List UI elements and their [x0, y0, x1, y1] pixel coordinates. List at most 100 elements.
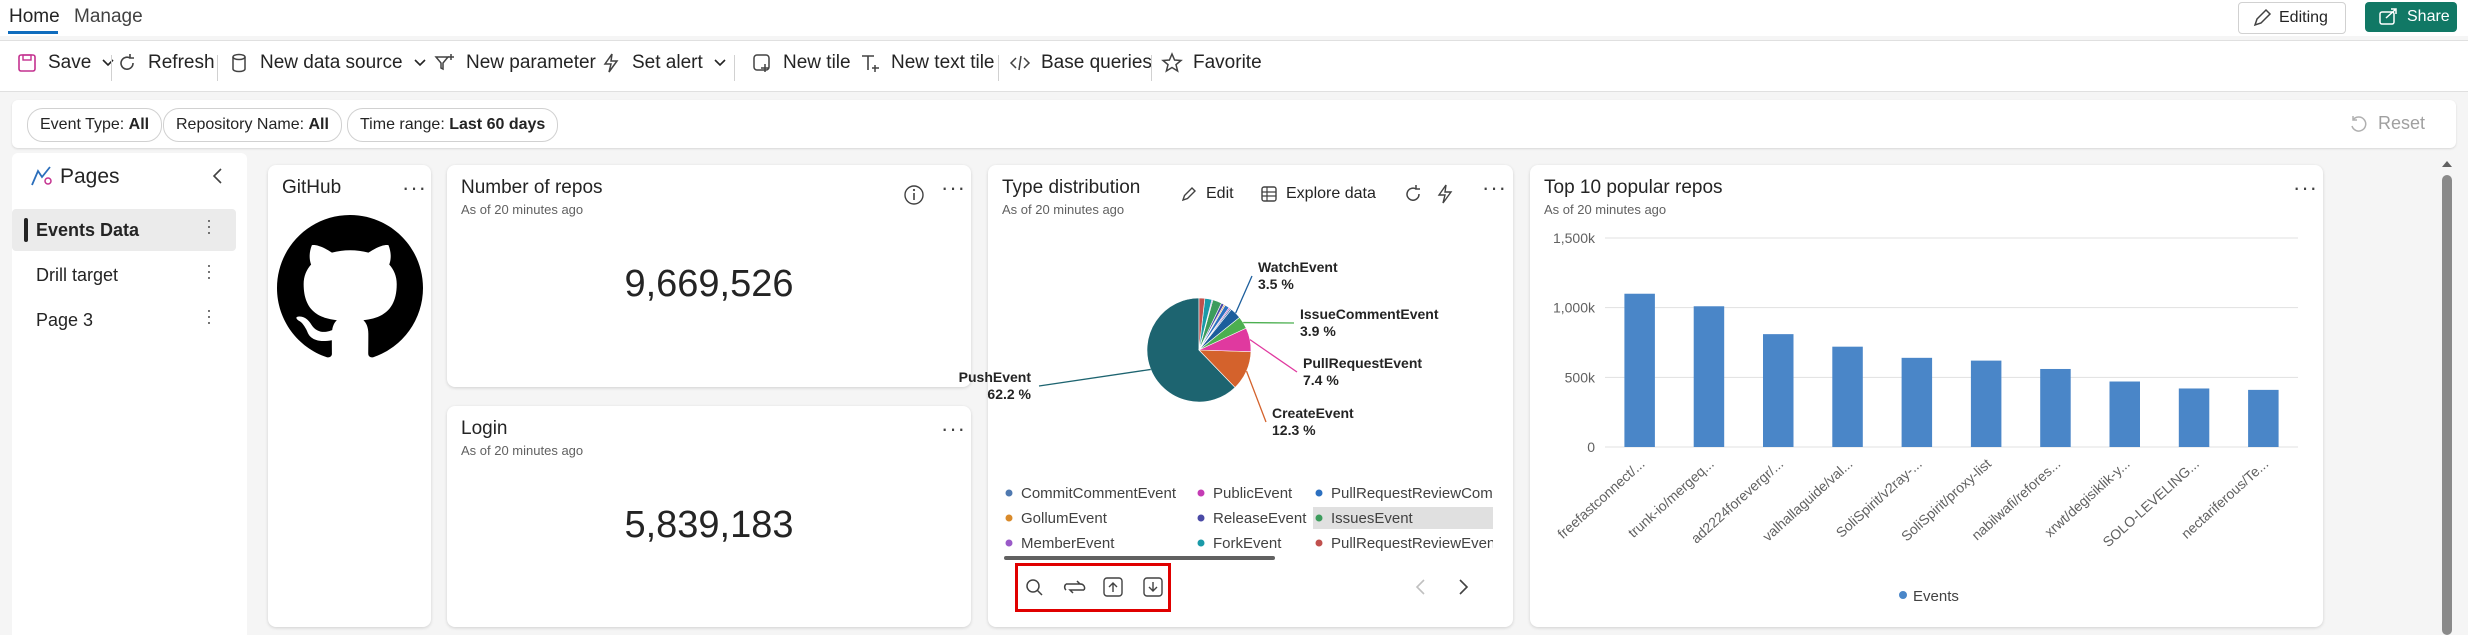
- refresh-button[interactable]: Refresh: [116, 52, 215, 74]
- share-icon: [2379, 8, 2397, 25]
- tab-home[interactable]: Home: [9, 6, 60, 27]
- info-icon[interactable]: [903, 184, 925, 206]
- set-alert-button[interactable]: Set alert: [600, 52, 735, 74]
- reset-label: Reset: [2378, 113, 2426, 133]
- star-icon: [1161, 52, 1183, 73]
- alert-icon[interactable]: [1435, 184, 1455, 204]
- page-label: Events Data: [36, 220, 140, 240]
- scroll-thumb: [2442, 175, 2452, 635]
- new-parameter-button[interactable]: New parameter: [434, 52, 596, 74]
- page-menu[interactable]: ···: [200, 263, 220, 281]
- chevron: [414, 59, 426, 67]
- pages-title: Pages: [60, 165, 120, 188]
- toolbar-label: Base queries: [1041, 52, 1152, 73]
- share-label: Share: [2407, 8, 2450, 25]
- filter-pill[interactable]: Time range: Last 60 days: [347, 108, 559, 142]
- filter-pill[interactable]: Repository Name: All: [163, 108, 342, 142]
- github-tile: GitHub ···: [268, 165, 431, 627]
- text-icon: [862, 55, 879, 72]
- alert-icon: [603, 53, 619, 73]
- scrollbar[interactable]: [2438, 153, 2456, 635]
- tab-manage[interactable]: Manage: [74, 6, 143, 27]
- toolbar-label: Set alert: [632, 52, 703, 73]
- tile-title: Type distribution: [1002, 177, 1141, 198]
- toolbar-label: Favorite: [1193, 52, 1262, 73]
- separator: [998, 55, 999, 81]
- page-item[interactable]: Page 3: [12, 299, 236, 341]
- toolbar-label: New data source: [260, 52, 403, 73]
- reset-button[interactable]: Reset: [2348, 113, 2425, 134]
- tile-subtitle: As of 20 minutes ago: [1002, 202, 1125, 217]
- refresh-icon[interactable]: [1403, 184, 1423, 204]
- tile-menu[interactable]: ···: [1482, 175, 1507, 200]
- new-text-tile-button[interactable]: New text tile: [859, 52, 994, 74]
- metric-value: 9,669,526: [624, 263, 794, 305]
- filter-label: Repository Name:: [176, 116, 305, 133]
- action-label: Explore data: [1286, 185, 1376, 202]
- toolbar-label: New tile: [783, 52, 851, 73]
- tile-menu[interactable]: ···: [941, 175, 966, 200]
- page-label: Drill target: [36, 265, 119, 285]
- tab-underline: [8, 31, 58, 34]
- base-queries-button[interactable]: Base queries: [1009, 52, 1152, 74]
- filter-label: Event Type:: [40, 116, 125, 133]
- save-icon: [18, 54, 36, 72]
- filter-value: All: [308, 116, 329, 133]
- explore-button[interactable]: Explore data: [1260, 185, 1376, 203]
- tile-title: Top 10 popular repos: [1544, 177, 1723, 198]
- page-item[interactable]: Drill target: [12, 254, 236, 296]
- tile-subtitle: As of 20 minutes ago: [1544, 202, 1667, 217]
- github-logo: [277, 215, 423, 358]
- toolbar: [0, 40, 2468, 92]
- cycle-icon[interactable]: [1063, 580, 1086, 594]
- new-tile-button[interactable]: New tile: [751, 52, 851, 74]
- tile-subtitle: As of 20 minutes ago: [461, 202, 584, 217]
- separator: [1151, 55, 1152, 81]
- filter-value: Last 60 days: [449, 116, 546, 133]
- filter-pill[interactable]: Event Type: All: [27, 108, 163, 142]
- filter-icon: [434, 54, 454, 71]
- database-icon: [232, 53, 246, 73]
- bar-tile: Top 10 popular repos As of 20 minutes ag…: [1530, 165, 2323, 627]
- table-icon: [1261, 186, 1277, 202]
- scroll-up: [2442, 161, 2452, 167]
- save-button[interactable]: Save: [16, 52, 123, 74]
- edit-button[interactable]: Edit: [1180, 185, 1234, 203]
- tile-title: Number of repos: [461, 177, 603, 198]
- upload-icon[interactable]: [1103, 577, 1123, 597]
- filter-value: All: [128, 116, 150, 133]
- page-menu[interactable]: ···: [200, 218, 220, 236]
- tile-menu[interactable]: ···: [941, 416, 966, 441]
- tile-menu[interactable]: ···: [402, 175, 427, 200]
- prev-page[interactable]: [1415, 579, 1425, 595]
- separator: [111, 55, 112, 81]
- editing-label: Editing: [2279, 9, 2328, 26]
- new-data-source-button[interactable]: New data source: [228, 52, 435, 74]
- page-menu[interactable]: ···: [200, 308, 220, 326]
- action-label: Edit: [1206, 185, 1234, 202]
- next-page[interactable]: [1459, 579, 1469, 595]
- toolbar-label: New text tile: [891, 52, 995, 73]
- legend-scrollbar: [1004, 556, 1275, 560]
- favorite-button[interactable]: Favorite: [1161, 52, 1262, 74]
- tile-title: GitHub: [282, 177, 342, 198]
- page-item[interactable]: Events Data: [12, 209, 236, 251]
- selected-indicator: [24, 218, 28, 242]
- search-icon[interactable]: [1026, 579, 1043, 596]
- legend-pager: [1415, 579, 1469, 595]
- metric-value: 5,839,183: [624, 504, 794, 546]
- tile-menu[interactable]: ···: [2293, 175, 2318, 200]
- editing-button[interactable]: Editing: [2238, 2, 2346, 34]
- tile-icon: [753, 54, 770, 72]
- collapse-icon[interactable]: [208, 166, 228, 186]
- metric-tile: Login As of 20 minutes ago ··· 5,839,183: [447, 406, 971, 627]
- pencil-icon: [1181, 187, 1196, 202]
- filter-label: Time range:: [360, 116, 445, 133]
- pie-tile: Type distribution As of 20 minutes ago E…: [988, 165, 1513, 627]
- legend-actions: [1026, 577, 1163, 597]
- share-button[interactable]: Share: [2365, 2, 2457, 32]
- tab-bar: [0, 0, 2468, 36]
- download-icon[interactable]: [1143, 577, 1163, 597]
- separator: [734, 55, 735, 81]
